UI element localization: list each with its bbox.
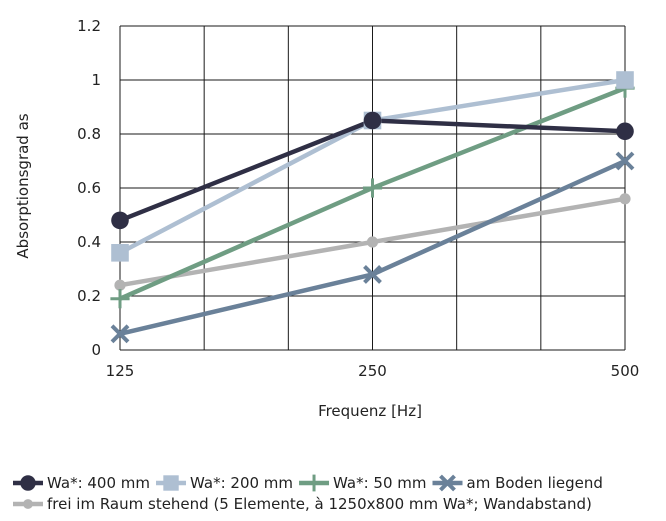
y-tick-label: 1 bbox=[91, 71, 101, 89]
data-point bbox=[362, 178, 383, 198]
legend: Wa*: 400 mm Wa*: 200 mm Wa*: 50 mm am Boden… bbox=[13, 474, 603, 513]
legend-label: am Boden liegend bbox=[467, 474, 603, 492]
data-point bbox=[305, 474, 323, 492]
y-tick-label: 0.4 bbox=[77, 233, 101, 251]
legend-item: Wa*: 50 mm bbox=[299, 474, 427, 492]
data-point bbox=[363, 111, 382, 130]
data-point bbox=[439, 474, 456, 492]
y-tick-label: 0.8 bbox=[77, 125, 101, 143]
y-tick-label: 1.2 bbox=[77, 17, 101, 35]
data-point bbox=[616, 122, 634, 141]
y-tick-label: 0.2 bbox=[77, 287, 101, 305]
y-axis-title: Absorptionsgrad as bbox=[14, 113, 32, 258]
data-point bbox=[111, 244, 129, 262]
data-point bbox=[363, 264, 382, 284]
x-axis-title: Frequenz [Hz] bbox=[318, 402, 422, 420]
x-tick-label: 125 bbox=[106, 362, 135, 380]
gridlines bbox=[119, 25, 626, 351]
data-point bbox=[110, 324, 130, 344]
legend-label: Wa*: 200 mm bbox=[190, 474, 293, 492]
y-axis-ticks: 0 0.2 0.4 0.6 0.8 1 1.2 bbox=[77, 17, 101, 359]
y-tick-label: 0.6 bbox=[77, 179, 101, 197]
data-point bbox=[111, 211, 129, 230]
y-tick-label: 0 bbox=[91, 341, 101, 359]
legend-label: Wa*: 50 mm bbox=[333, 474, 426, 492]
data-point bbox=[20, 475, 36, 491]
data-point bbox=[619, 193, 631, 205]
data-point bbox=[163, 475, 179, 491]
legend-label: Wa*: 400 mm bbox=[47, 474, 150, 492]
data-point bbox=[23, 499, 33, 509]
legend-item: frei im Raum stehend (5 Elemente, à 1250… bbox=[13, 495, 592, 513]
legend-item: Wa*: 400 mm bbox=[13, 474, 150, 492]
legend-item: am Boden liegend bbox=[432, 474, 603, 492]
x-axis-ticks: 125 250 500 bbox=[106, 362, 640, 380]
legend-label: frei im Raum stehend (5 Elemente, à 1250… bbox=[47, 495, 592, 513]
data-point bbox=[615, 151, 635, 171]
data-point bbox=[366, 236, 379, 248]
data-point bbox=[616, 71, 634, 89]
series-markers bbox=[110, 71, 635, 344]
x-tick-label: 250 bbox=[358, 362, 387, 380]
x-tick-label: 500 bbox=[611, 362, 640, 380]
legend-item: Wa*: 200 mm bbox=[156, 474, 293, 492]
data-point bbox=[114, 279, 126, 291]
data-point bbox=[110, 289, 130, 309]
